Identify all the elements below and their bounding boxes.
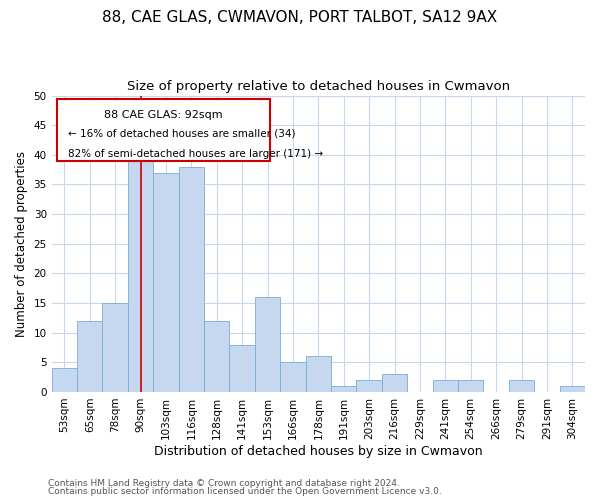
Bar bbox=[204, 321, 229, 392]
Title: Size of property relative to detached houses in Cwmavon: Size of property relative to detached ho… bbox=[127, 80, 510, 93]
Bar bbox=[509, 380, 534, 392]
Bar bbox=[52, 368, 77, 392]
Bar bbox=[560, 386, 585, 392]
Bar bbox=[179, 166, 204, 392]
Bar bbox=[229, 344, 255, 392]
Text: 88 CAE GLAS: 92sqm: 88 CAE GLAS: 92sqm bbox=[104, 110, 223, 120]
Bar bbox=[153, 172, 179, 392]
Bar bbox=[128, 155, 153, 392]
Bar bbox=[77, 321, 103, 392]
Y-axis label: Number of detached properties: Number of detached properties bbox=[15, 151, 28, 337]
Text: Contains HM Land Registry data © Crown copyright and database right 2024.: Contains HM Land Registry data © Crown c… bbox=[48, 478, 400, 488]
Bar bbox=[280, 362, 305, 392]
Bar bbox=[458, 380, 484, 392]
Text: 88, CAE GLAS, CWMAVON, PORT TALBOT, SA12 9AX: 88, CAE GLAS, CWMAVON, PORT TALBOT, SA12… bbox=[103, 10, 497, 25]
Bar bbox=[255, 297, 280, 392]
Text: Contains public sector information licensed under the Open Government Licence v3: Contains public sector information licen… bbox=[48, 487, 442, 496]
Bar bbox=[331, 386, 356, 392]
Bar bbox=[356, 380, 382, 392]
Bar bbox=[382, 374, 407, 392]
Text: ← 16% of detached houses are smaller (34): ← 16% of detached houses are smaller (34… bbox=[68, 128, 295, 138]
Text: 82% of semi-detached houses are larger (171) →: 82% of semi-detached houses are larger (… bbox=[68, 149, 323, 159]
Bar bbox=[433, 380, 458, 392]
FancyBboxPatch shape bbox=[57, 98, 271, 161]
Bar bbox=[305, 356, 331, 392]
X-axis label: Distribution of detached houses by size in Cwmavon: Distribution of detached houses by size … bbox=[154, 444, 482, 458]
Bar bbox=[103, 303, 128, 392]
